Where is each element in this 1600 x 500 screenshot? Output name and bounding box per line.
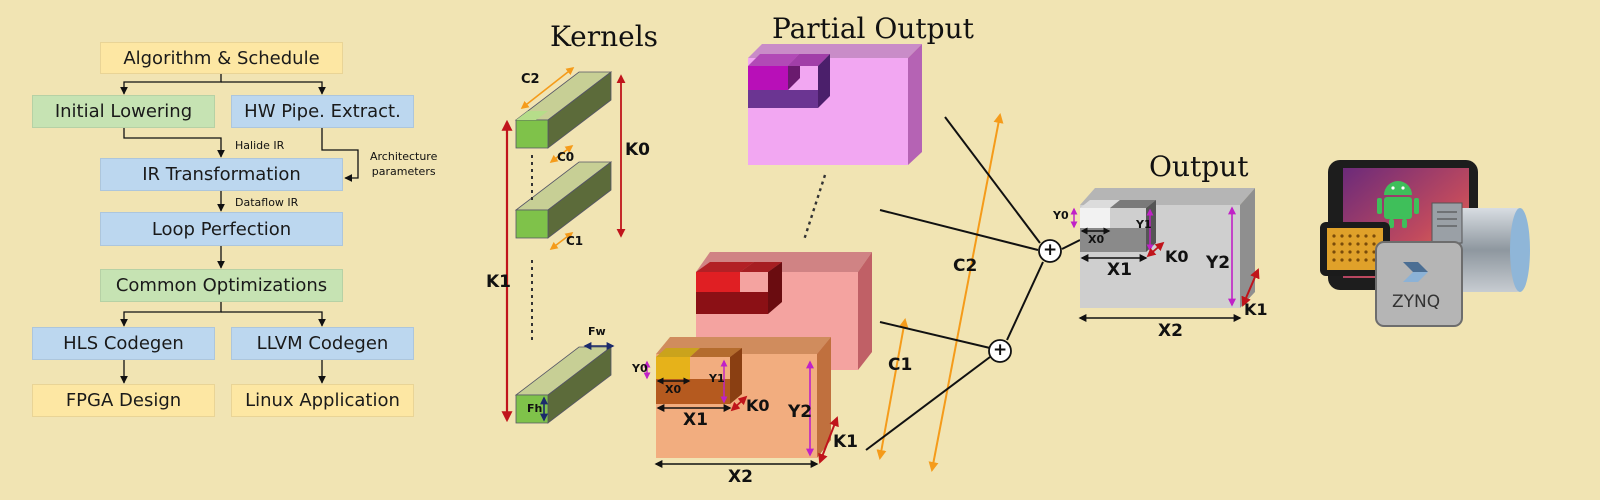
linux-application-box: Linux Application bbox=[231, 384, 414, 417]
halide-ir-label: Halide IR bbox=[235, 139, 285, 152]
hw-pipe-extract-box: HW Pipe. Extract. bbox=[231, 95, 414, 128]
output-label-k1: K1 bbox=[1244, 300, 1268, 319]
ir-transformation-box: IR Transformation bbox=[100, 158, 343, 191]
architecture-params-line2: parameters bbox=[371, 165, 436, 178]
hls-codegen-box: HLS Codegen bbox=[32, 327, 215, 360]
initial-lowering-box: Initial Lowering bbox=[32, 95, 215, 128]
llvm-codegen-box: LLVM Codegen bbox=[231, 327, 414, 360]
output-label-k0: K0 bbox=[1165, 247, 1189, 266]
partial-label-c1: C1 bbox=[888, 355, 913, 375]
kernel-label-c1: C1 bbox=[566, 234, 584, 248]
common-optimizations-box: Common Optimizations bbox=[100, 269, 343, 302]
kernel-label-c0: C0 bbox=[557, 150, 575, 164]
kernel-bar-middle bbox=[514, 161, 613, 239]
architecture-params-label: Architecture parameters bbox=[370, 149, 437, 179]
partial-label-x2: X2 bbox=[728, 467, 753, 487]
partial-output-title: Partial Output bbox=[772, 12, 974, 45]
algorithm-schedule-box: Algorithm & Schedule bbox=[100, 42, 343, 74]
kernel-label-fw: Fw bbox=[588, 325, 606, 338]
fpga-design-box: FPGA Design bbox=[32, 384, 215, 417]
sum-node-lower bbox=[988, 339, 1012, 363]
partial-label-y2: Y2 bbox=[788, 402, 813, 422]
kernels-title: Kernels bbox=[550, 20, 659, 53]
kernel-label-k1: K1 bbox=[486, 272, 512, 292]
partial-label-c2: C2 bbox=[953, 256, 978, 276]
output-label-x0: X0 bbox=[1088, 233, 1105, 246]
partial-label-x1: X1 bbox=[683, 410, 708, 430]
device-icon bbox=[1320, 160, 1530, 327]
output-title: Output bbox=[1149, 150, 1249, 183]
sum-node-upper bbox=[1038, 239, 1062, 263]
output-label-y0: Y0 bbox=[1053, 209, 1069, 222]
output-label-x1: X1 bbox=[1107, 260, 1132, 280]
partial-output-block-bottom bbox=[656, 337, 831, 458]
partial-label-k0: K0 bbox=[746, 396, 770, 415]
architecture-params-line1: Architecture bbox=[370, 150, 438, 163]
output-label-x2: X2 bbox=[1158, 321, 1183, 341]
output-label-y2: Y2 bbox=[1206, 253, 1231, 273]
dataflow-ir-label: Dataflow IR bbox=[235, 196, 299, 209]
kernel-label-k0: K0 bbox=[625, 140, 651, 160]
output-label-y1: Y1 bbox=[1136, 218, 1152, 231]
kernel-label-fh: Fh bbox=[527, 402, 543, 415]
partial-label-y1: Y1 bbox=[709, 372, 725, 385]
partial-label-x0: X0 bbox=[665, 383, 682, 396]
sum-sign-upper: + bbox=[1043, 240, 1058, 260]
sum-sign-lower: + bbox=[993, 340, 1008, 360]
partial-output-block-top bbox=[748, 44, 922, 165]
partial-label-k1: K1 bbox=[833, 432, 859, 452]
zynq-brand-label: ZYNQ bbox=[1392, 292, 1441, 312]
kernel-label-c2: C2 bbox=[521, 72, 540, 87]
loop-perfection-box: Loop Perfection bbox=[100, 212, 343, 246]
partial-label-y0: Y0 bbox=[632, 362, 648, 375]
